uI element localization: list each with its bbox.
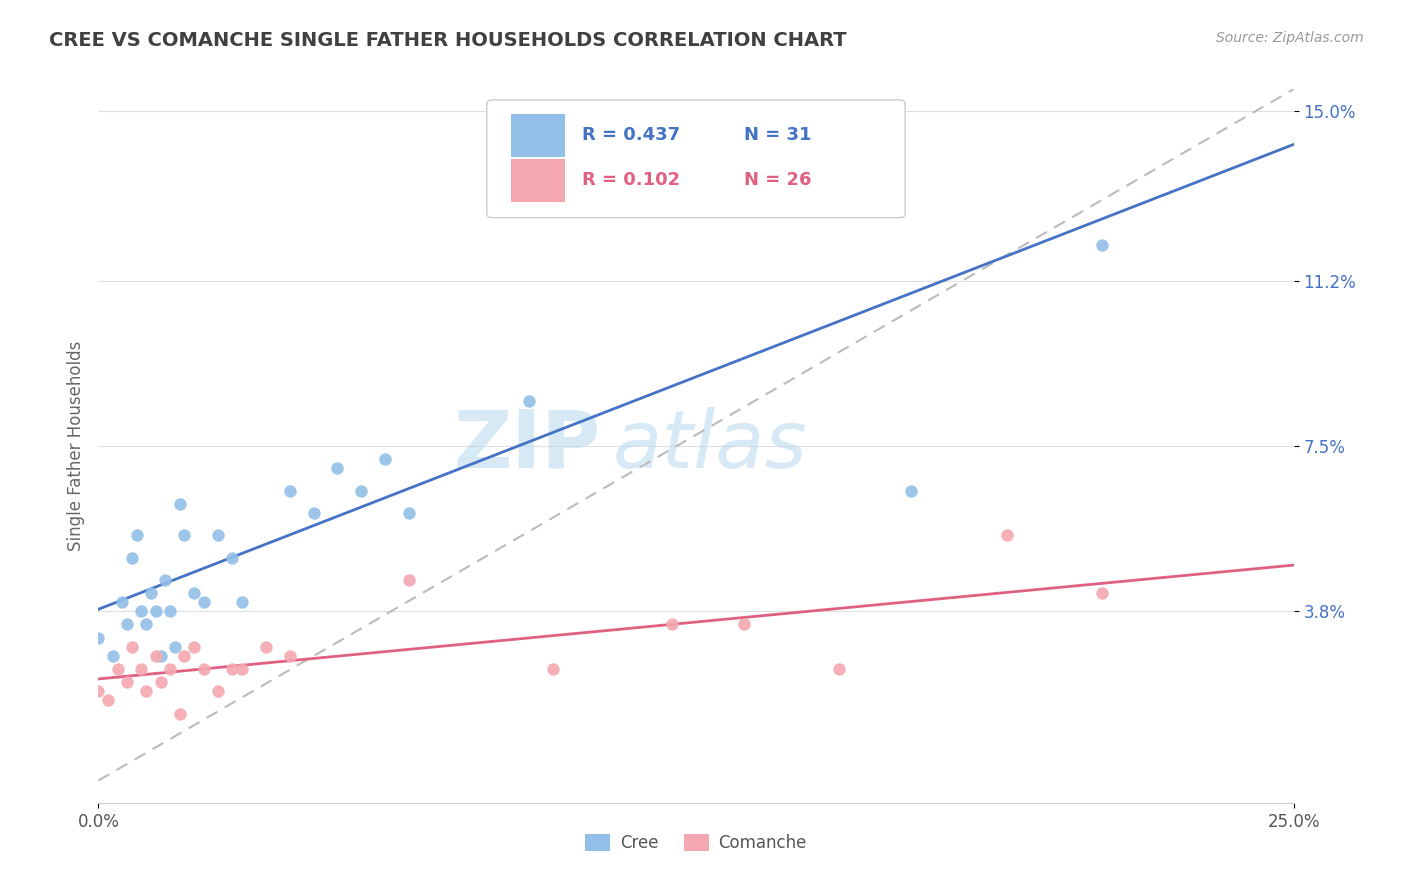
Point: [97, 693, 120, 707]
Point: [193, 662, 215, 676]
Point: [121, 550, 143, 565]
Point: [254, 640, 277, 654]
Text: N = 26: N = 26: [744, 171, 811, 189]
Point: [193, 595, 215, 609]
Point: [398, 573, 420, 587]
Point: [661, 617, 683, 632]
Point: [173, 528, 195, 542]
Point: [111, 595, 134, 609]
FancyBboxPatch shape: [510, 114, 565, 157]
Text: R = 0.437: R = 0.437: [582, 126, 681, 144]
Point: [159, 662, 181, 676]
Point: [173, 648, 195, 663]
Point: [733, 617, 755, 632]
Legend: Cree, Comanche: Cree, Comanche: [578, 827, 814, 859]
Point: [115, 675, 138, 690]
Point: [326, 461, 349, 475]
Point: [139, 586, 162, 600]
Point: [1091, 586, 1114, 600]
Point: [1091, 238, 1114, 252]
Point: [541, 662, 564, 676]
Point: [661, 113, 683, 128]
Text: R = 0.102: R = 0.102: [582, 171, 681, 189]
Point: [350, 483, 373, 498]
Point: [121, 640, 143, 654]
Point: [159, 604, 181, 618]
Point: [169, 706, 191, 721]
Point: [374, 452, 396, 467]
Point: [231, 595, 253, 609]
Point: [125, 528, 148, 542]
Point: [169, 497, 191, 511]
Point: [221, 550, 243, 565]
Point: [183, 586, 205, 600]
FancyBboxPatch shape: [510, 159, 565, 202]
Point: [131, 604, 153, 618]
Point: [207, 684, 229, 698]
Point: [302, 506, 325, 520]
Point: [131, 662, 153, 676]
Point: [115, 617, 138, 632]
Point: [398, 506, 420, 520]
Text: CREE VS COMANCHE SINGLE FATHER HOUSEHOLDS CORRELATION CHART: CREE VS COMANCHE SINGLE FATHER HOUSEHOLD…: [49, 31, 846, 50]
Point: [278, 648, 301, 663]
Point: [101, 648, 124, 663]
Point: [155, 573, 177, 587]
Point: [149, 648, 172, 663]
Point: [828, 662, 851, 676]
Point: [995, 528, 1018, 542]
Point: [517, 394, 540, 409]
Point: [87, 684, 110, 698]
Point: [221, 662, 243, 676]
Text: atlas: atlas: [613, 407, 807, 485]
Point: [278, 483, 301, 498]
Text: N = 31: N = 31: [744, 126, 811, 144]
Point: [135, 684, 157, 698]
Point: [183, 640, 205, 654]
FancyBboxPatch shape: [486, 100, 905, 218]
Point: [149, 675, 172, 690]
Point: [231, 662, 253, 676]
Point: [135, 617, 157, 632]
Point: [145, 604, 167, 618]
Y-axis label: Single Father Households: Single Father Households: [66, 341, 84, 551]
Point: [900, 483, 922, 498]
Point: [107, 662, 129, 676]
Point: [163, 640, 186, 654]
Point: [207, 528, 229, 542]
Text: ZIP: ZIP: [453, 407, 600, 485]
Point: [87, 631, 110, 645]
Point: [145, 648, 167, 663]
Text: Source: ZipAtlas.com: Source: ZipAtlas.com: [1216, 31, 1364, 45]
